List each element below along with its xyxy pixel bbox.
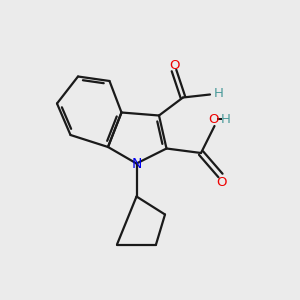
Text: O: O	[169, 58, 179, 72]
Text: O: O	[217, 176, 227, 189]
Text: O: O	[208, 113, 218, 126]
Text: H: H	[214, 86, 223, 100]
Text: H: H	[221, 113, 231, 126]
Text: N: N	[132, 157, 142, 171]
